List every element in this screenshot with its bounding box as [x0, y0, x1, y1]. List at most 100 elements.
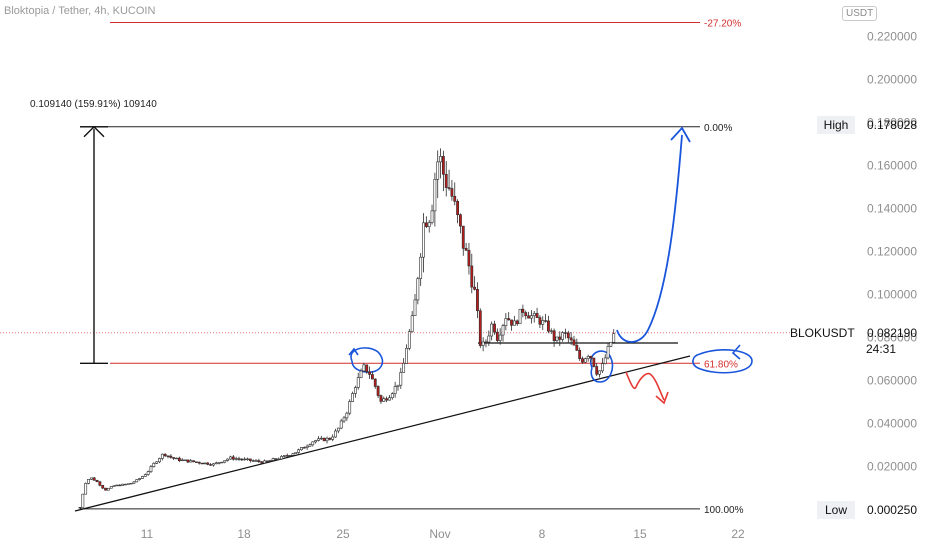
candle — [405, 344, 408, 364]
x-tick-label: 25 — [336, 527, 350, 541]
high-value: 0.178028 — [867, 118, 917, 132]
trendline — [74, 355, 691, 512]
candle — [314, 439, 318, 444]
candle — [444, 161, 448, 197]
candle — [251, 459, 255, 462]
high-label: High — [824, 118, 849, 132]
candle — [566, 330, 570, 344]
candle — [305, 444, 309, 450]
candle — [396, 384, 400, 391]
candle — [212, 463, 215, 467]
candle — [498, 328, 502, 345]
candle — [382, 396, 386, 402]
candle — [152, 462, 156, 468]
candle — [246, 457, 249, 461]
candle — [234, 456, 238, 461]
candle — [155, 461, 159, 465]
candle — [598, 370, 601, 378]
candle — [501, 323, 505, 342]
candle — [348, 399, 352, 416]
x-tick-label: 8 — [539, 527, 546, 541]
candle — [456, 199, 459, 224]
candle — [427, 219, 431, 233]
candle — [132, 481, 136, 484]
candle — [214, 461, 218, 465]
candle — [257, 458, 261, 464]
candle — [81, 493, 85, 508]
candle — [129, 482, 133, 485]
candle — [561, 331, 565, 342]
candle — [183, 459, 187, 461]
candle — [476, 282, 479, 319]
x-axis: 11 18 25 Nov 8 15 22 — [141, 527, 745, 541]
candle — [345, 411, 349, 421]
candle — [385, 396, 389, 403]
candle — [248, 458, 252, 463]
fib-label: -27.20% — [704, 19, 741, 30]
y-tick-label: 0.060000 — [867, 374, 917, 388]
x-tick-label: 15 — [633, 527, 647, 541]
candle — [592, 357, 596, 368]
low-label: Low — [825, 503, 847, 517]
candle — [180, 458, 184, 462]
y-tick-label: 0.180000 — [867, 116, 917, 130]
candle — [609, 341, 613, 348]
fib-label: 61.80% — [704, 359, 738, 370]
candle — [109, 486, 113, 489]
candle — [291, 452, 295, 457]
candle — [351, 391, 354, 402]
measure-arrowhead — [83, 125, 105, 138]
price-tags: High 0.178028 Low 0.000250 BLOKUSDT 0.082190 2… — [790, 116, 917, 519]
candle — [89, 477, 93, 480]
candle — [283, 455, 286, 458]
last-price-value: 0.082190 — [867, 326, 917, 340]
x-tick-label: 11 — [141, 527, 154, 541]
candle — [578, 347, 582, 361]
candle — [422, 213, 425, 273]
candle — [87, 478, 90, 485]
candle — [118, 484, 122, 487]
candle — [192, 460, 195, 463]
candle — [209, 463, 212, 466]
candle — [158, 457, 161, 464]
candle — [172, 457, 176, 461]
annotations: 0.109140 (159.91%) 109140 — [30, 99, 753, 512]
candle — [521, 304, 525, 318]
candle — [572, 335, 576, 346]
candle — [390, 392, 394, 400]
low-tag — [817, 501, 855, 519]
candle — [402, 358, 406, 373]
candle — [487, 330, 491, 346]
candle — [300, 447, 303, 451]
countdown: 24:31 — [866, 342, 896, 356]
candle — [419, 253, 423, 286]
candle — [220, 461, 224, 464]
candle — [606, 342, 610, 360]
candle — [328, 437, 332, 441]
candle — [353, 385, 357, 398]
low-value: 0.000250 — [867, 503, 917, 517]
currency-button[interactable]: USDT — [842, 6, 878, 21]
candle — [169, 454, 173, 459]
fib-label: 100.00% — [704, 505, 744, 516]
candle — [124, 483, 127, 486]
candle — [439, 148, 442, 179]
candle — [106, 487, 110, 491]
y-tick-label: 0.020000 — [867, 460, 917, 474]
candle — [294, 452, 298, 455]
candle — [342, 415, 346, 423]
candle — [595, 363, 599, 377]
candle — [254, 459, 258, 462]
candle — [101, 484, 105, 489]
candle — [302, 446, 306, 449]
y-axis: 0.220000 0.200000 0.180000 0.160000 0.140000… — [867, 30, 917, 474]
candle — [430, 204, 434, 225]
candle — [308, 443, 312, 447]
candle — [317, 436, 320, 442]
candle — [95, 479, 99, 483]
x-tick-label: 18 — [237, 527, 251, 541]
candle — [359, 368, 363, 379]
candle — [194, 461, 198, 463]
candle — [334, 428, 337, 438]
